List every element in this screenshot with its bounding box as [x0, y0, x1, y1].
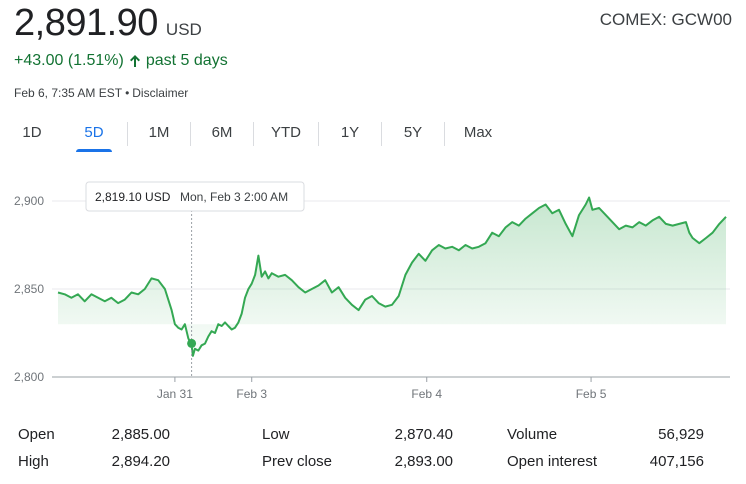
stat-label-high: High [18, 453, 49, 470]
tooltip-box [85, 181, 305, 212]
price-area [58, 197, 726, 356]
price-line [57, 196, 727, 357]
price-change: +43.00 (1.51%) past 5 days [14, 52, 228, 70]
change-value: +43.00 (1.51%) [14, 52, 124, 69]
y-tick-label: 2,900 [14, 194, 44, 208]
x-tick-label: Jan 31 [157, 387, 193, 401]
tab-max[interactable]: Max [463, 124, 493, 141]
range-tabs: 1D 5D 1M 6M YTD 1Y 5Y Max [0, 120, 511, 152]
arrow-up-icon [129, 55, 140, 67]
stat-label-open: Open [18, 426, 55, 443]
tab-5y[interactable]: 5Y [403, 124, 423, 141]
stat-value-low: 2,870.40 [394, 426, 453, 443]
current-price: 2,891.90 [14, 2, 158, 44]
stat-label-prev-close: Prev close [262, 453, 333, 470]
x-tick-label: Feb 3 [236, 387, 267, 401]
x-tick-label: Feb 5 [576, 387, 607, 401]
y-tick-label: 2,850 [14, 282, 44, 296]
disclaimer-link[interactable]: Disclaimer [132, 86, 189, 100]
tab-divider [253, 122, 254, 146]
price-chart[interactable]: 2,900 2,850 2,800 Jan 31 Feb 3 Feb 4 Feb 5 2,81… [0, 160, 746, 410]
tab-1y[interactable]: 1Y [340, 124, 360, 141]
tab-1d[interactable]: 1D [22, 124, 42, 141]
tab-divider [381, 122, 382, 146]
tab-divider [190, 122, 191, 146]
stat-value-open: 2,885.00 [111, 426, 170, 443]
x-tick-label: Feb 4 [411, 387, 442, 401]
tab-divider [444, 122, 445, 146]
tab-1m[interactable]: 1M [148, 124, 170, 141]
tab-divider [318, 122, 319, 146]
y-tick-label: 2,800 [14, 370, 44, 384]
stat-label-volume: Volume [507, 426, 558, 443]
currency-label: USD [165, 20, 202, 39]
hover-point [187, 338, 197, 348]
stat-value-high: 2,894.20 [111, 453, 170, 470]
tab-5d[interactable]: 5D [76, 120, 112, 152]
timestamp: Feb 6, 7:35 AM EST [14, 86, 123, 100]
stat-label-open-interest: Open interest [507, 453, 598, 470]
tab-divider [127, 122, 128, 146]
stat-value-prev-close: 2,893.00 [394, 453, 453, 470]
tab-ytd[interactable]: YTD [271, 124, 301, 141]
ticker-symbol: COMEX: GCW00 [599, 10, 732, 29]
change-period: past 5 days [145, 52, 228, 69]
price-header: 2,891.90 USD [14, 2, 202, 45]
stat-value-volume: 56,929 [658, 426, 704, 443]
tooltip-time: Mon, Feb 3 2:00 AM [180, 190, 288, 204]
tab-6m[interactable]: 6M [211, 124, 233, 141]
stat-value-open-interest: 407,156 [649, 453, 704, 470]
stat-label-low: Low [262, 426, 290, 443]
timestamp-row: Feb 6, 7:35 AM EST • Disclaimer [14, 86, 189, 100]
tooltip-price: 2,819.10 USD [95, 190, 171, 204]
